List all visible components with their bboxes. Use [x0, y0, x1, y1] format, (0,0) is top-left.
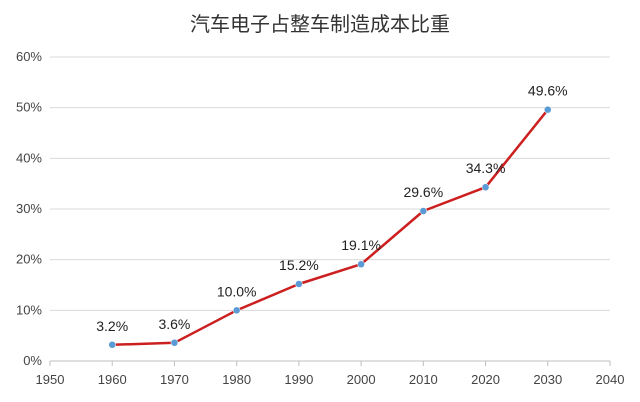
y-tick-label: 0%	[23, 353, 42, 368]
x-tick-label: 2000	[347, 372, 376, 387]
x-tick-label: 1970	[160, 372, 189, 387]
data-point	[544, 105, 552, 114]
y-tick-label: 50%	[16, 100, 42, 115]
y-tick-label: 20%	[16, 252, 42, 267]
data-label: 3.6%	[158, 316, 190, 332]
data-point	[295, 280, 303, 288]
x-tick-label: 2010	[409, 372, 438, 387]
y-tick-label: 10%	[16, 302, 42, 317]
x-tick-label: 1960	[98, 372, 127, 387]
x-tick-label: 1980	[222, 372, 251, 387]
data-point	[357, 260, 365, 268]
data-label: 10.0%	[217, 283, 257, 299]
x-tick-label: 2040	[596, 372, 625, 387]
data-label: 19.1%	[341, 237, 381, 253]
y-tick-label: 60%	[16, 49, 42, 64]
data-point	[419, 207, 428, 215]
x-tick-label: 2020	[471, 372, 500, 387]
data-label: 29.6%	[403, 184, 443, 200]
y-tick-label: 30%	[16, 201, 42, 216]
data-point	[170, 339, 179, 347]
series-line	[112, 108, 549, 347]
y-tick-label: 40%	[16, 150, 42, 165]
data-point	[232, 306, 241, 315]
x-tick-label: 2030	[533, 372, 562, 387]
data-point	[481, 183, 490, 191]
data-label: 3.2%	[96, 318, 128, 334]
x-tick-label: 1990	[284, 372, 313, 387]
data-label: 34.3%	[466, 160, 506, 176]
data-label: 15.2%	[279, 257, 319, 273]
chart-title: 汽车电子占整车制造成本比重	[190, 12, 450, 36]
data-label: 49.6%	[528, 83, 568, 99]
x-tick-label: 1950	[36, 372, 65, 387]
data-point	[108, 341, 116, 349]
